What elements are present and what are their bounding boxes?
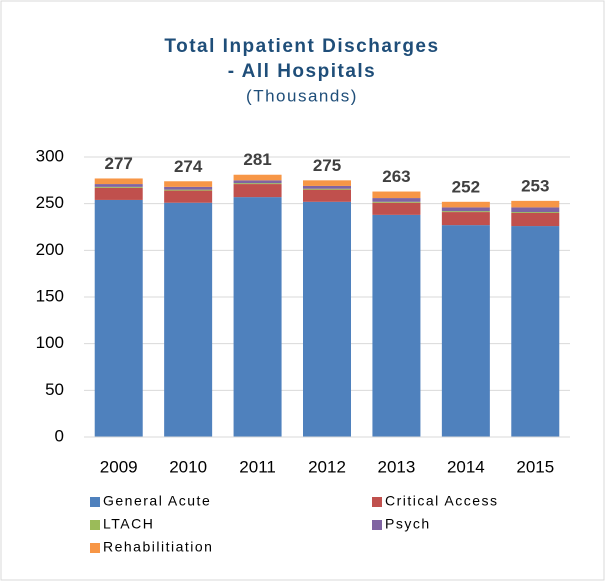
chart-title: - All Hospitals: [228, 61, 376, 82]
x-tick-label: 2011: [239, 457, 276, 476]
x-tick-label: 2013: [378, 457, 416, 476]
bar-segment: [303, 201, 351, 437]
bar-segment: [441, 225, 490, 437]
bar-segment: [164, 186, 213, 190]
legend-label: Rehabilitiation: [103, 539, 213, 555]
total-label: 263: [382, 167, 410, 186]
bar-segment: [94, 199, 143, 437]
y-tick-label: 0: [55, 426, 64, 445]
bar-segment: [233, 183, 282, 185]
bar-segment: [511, 200, 560, 208]
bar-segment: [511, 207, 560, 213]
bar-segment: [441, 201, 490, 208]
legend-swatch: [372, 520, 382, 530]
legend-swatch: [90, 520, 100, 530]
y-tick-label: 100: [36, 333, 64, 352]
total-label: 277: [105, 154, 133, 173]
bar-segment: [372, 214, 421, 437]
legend-label: Psych: [385, 516, 431, 532]
bar-segment: [511, 212, 560, 213]
chart-subtitle: (Thousands): [246, 86, 358, 105]
bar-segment: [372, 202, 421, 215]
bar-segment: [303, 180, 351, 186]
x-tick-label: 2009: [100, 457, 138, 476]
bar-segment: [233, 197, 282, 437]
bar-segment: [441, 212, 490, 226]
bar-segment: [372, 201, 421, 203]
legend-swatch: [372, 497, 382, 507]
bar-segment: [303, 189, 351, 202]
legend-swatch: [90, 497, 100, 507]
x-tick-label: 2012: [308, 457, 346, 476]
bar-segment: [303, 185, 351, 189]
total-label: 275: [313, 156, 341, 175]
y-tick-label: 50: [45, 380, 64, 399]
bar-segment: [372, 198, 421, 202]
bar-segment: [164, 202, 213, 437]
bar-segment: [233, 174, 282, 181]
legend-label: Critical Access: [385, 493, 499, 509]
bar-segment: [372, 191, 421, 199]
y-tick-label: 150: [36, 286, 64, 305]
legend-label: LTACH: [103, 516, 154, 532]
y-tick-label: 300: [36, 146, 64, 165]
x-tick-label: 2015: [516, 457, 554, 476]
bar-segment: [94, 184, 143, 187]
total-label: 253: [521, 176, 549, 195]
total-label: 252: [452, 177, 480, 196]
legend-label: General Acute: [103, 493, 211, 509]
total-label: 281: [243, 150, 271, 169]
bar-segment: [94, 186, 143, 188]
legend-swatch: [90, 543, 100, 553]
x-tick-label: 2014: [447, 457, 485, 476]
bar-segment: [164, 190, 213, 203]
bar-segment: [441, 211, 490, 213]
bar-segment: [303, 188, 351, 190]
chart-title: Total Inpatient Discharges: [164, 36, 439, 57]
bar-segment: [511, 213, 560, 227]
bar-segment: [94, 178, 143, 185]
y-tick-label: 250: [36, 193, 64, 212]
bar-segment: [94, 187, 143, 200]
total-label: 274: [174, 157, 203, 176]
bar-segment: [164, 189, 213, 191]
y-tick-label: 200: [36, 240, 64, 259]
bar-segment: [233, 184, 282, 198]
bar-segment: [511, 226, 560, 437]
bar-segment: [441, 207, 490, 212]
x-tick-label: 2010: [169, 457, 207, 476]
bar-segment: [233, 180, 282, 184]
bar-segment: [164, 181, 213, 187]
